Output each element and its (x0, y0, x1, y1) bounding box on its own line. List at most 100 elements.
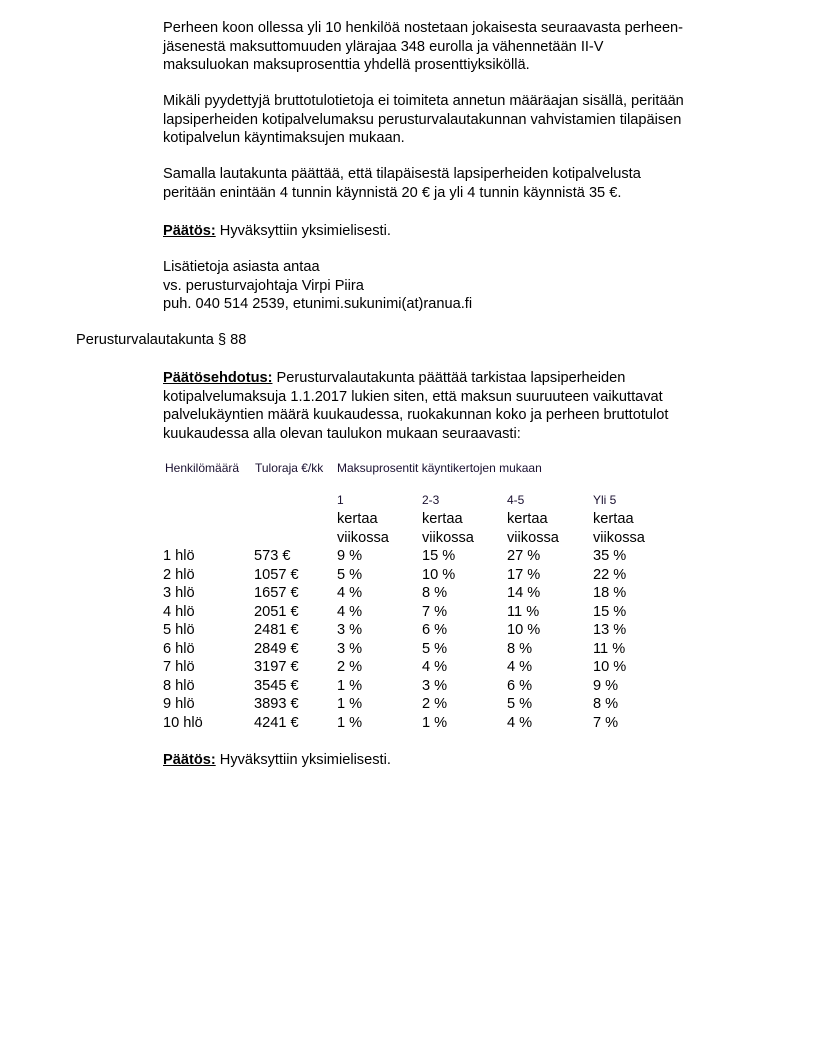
table-cell: 6 % (422, 622, 448, 638)
table-cell: 3 % (337, 640, 363, 657)
text-line: Samalla lautakunta päättää, että tilapäi… (163, 166, 641, 182)
proposal-label: Päätösehdotus: (163, 370, 273, 386)
table-cell: 1057 € (254, 566, 299, 583)
table-cell: 2051 € (254, 603, 299, 620)
text-line: kotipalvelun käyntimaksujen mukaan. (163, 130, 405, 146)
table-cell: 17 % (507, 566, 541, 583)
decision-text: Hyväksyttiin yksimielisesti. (215, 223, 391, 239)
table-cell: 4 % (507, 659, 533, 675)
text-line: palvelukäyntien määrä kuukaudessa, ruoka… (163, 407, 669, 423)
paragraph-temporary-fees: Samalla lautakunta päättää, että tilapäi… (163, 165, 641, 202)
text-line: puh. 040 514 2539, etunimi.sukunimi(at)r… (163, 296, 473, 312)
table-cell: 11 % (507, 603, 540, 620)
header-percentages: Maksuprosentit käyntikertojen mukaan (337, 461, 542, 475)
table-cell: 3 % (337, 622, 363, 638)
table-cell: 7 % (422, 603, 448, 620)
table-cell: 13 % (593, 622, 627, 638)
text-line: vs. perusturvajohtaja Virpi Piira (163, 277, 364, 294)
decision-1: Päätös: Hyväksyttiin yksimielisesti. (163, 222, 391, 241)
text-line: peritään enintään 4 tunnin käynnistä 20 … (163, 184, 622, 201)
table-cell: 1 hlö (163, 548, 195, 564)
header-persons: Henkilömäärä (165, 461, 240, 475)
table-cell: 15 % (422, 548, 456, 564)
table-cell: 6 % (507, 677, 533, 694)
subheader-count: Yli 5 (593, 493, 617, 507)
subheader-line: viikossa (337, 530, 389, 546)
subheader-line: kertaa (337, 511, 378, 527)
table-cell: 8 % (593, 696, 619, 712)
table-cell: 4 % (337, 603, 363, 620)
table-cell: 7 hlö (163, 659, 195, 675)
table-cell: 8 % (507, 640, 533, 657)
header-income-limit: Tuloraja €/kk (255, 461, 324, 475)
text-line: kuukaudessa alla olevan taulukon mukaan … (163, 425, 521, 442)
table-cell: 22 % (593, 566, 627, 583)
subheader-line: kertaa (507, 511, 548, 527)
text-line: lapsiperheiden kotipalvelumaksu perustur… (163, 111, 682, 128)
table-cell: 4 hlö (163, 603, 195, 620)
text-line: kotipalvelumaksuja 1.1.2017 lukien siten… (163, 388, 663, 405)
table-cell: 10 % (507, 622, 541, 638)
decision-text: Hyväksyttiin yksimielisesti. (215, 752, 391, 768)
table-cell: 8 hlö (163, 677, 195, 694)
table-cell: 35 % (593, 548, 627, 564)
subheader-line: kertaa (593, 511, 634, 527)
table-cell: 5 hlö (163, 622, 195, 638)
table-cell: 1 % (337, 714, 363, 731)
paragraph-large-family: Perheen koon ollessa yli 10 henkilöä nos… (163, 19, 683, 75)
table-cell: 3893 € (254, 696, 299, 712)
table-cell: 9 hlö (163, 696, 195, 712)
table-cell: 2849 € (254, 640, 299, 657)
table-cell: 27 % (507, 548, 541, 564)
table-cell: 10 % (422, 566, 456, 583)
table-cell: 2 hlö (163, 566, 195, 583)
text-line: Lisätietoja asiasta antaa (163, 259, 320, 275)
table-cell: 2 % (422, 696, 448, 712)
table-cell: 573 € (254, 548, 291, 564)
table-cell: 6 hlö (163, 640, 195, 657)
text-line: maksuluokan maksuprosenttia yhdellä pros… (163, 57, 530, 73)
subheader-count: 2-3 (422, 493, 440, 507)
table-cell: 1 % (337, 696, 363, 712)
table-cell: 5 % (422, 640, 448, 657)
text-line: Mikäli pyydettyjä bruttotulotietoja ei t… (163, 93, 684, 109)
contact-info: Lisätietoja asiasta antaa vs. perusturva… (163, 258, 472, 314)
table-cell: 1 % (422, 714, 448, 731)
subheader-count: 1 (337, 493, 344, 507)
table-cell: 10 % (593, 659, 627, 675)
table-cell: 2481 € (254, 622, 299, 638)
table-cell: 18 % (593, 585, 627, 601)
proposal: Päätösehdotus: Perusturvalautakunta päät… (163, 369, 668, 443)
paragraph-missing-income: Mikäli pyydettyjä bruttotulotietoja ei t… (163, 92, 684, 148)
subheader-line: viikossa (422, 530, 474, 546)
subheader-line: viikossa (593, 530, 645, 546)
table-cell: 1657 € (254, 585, 299, 601)
subheader-line: viikossa (507, 530, 559, 546)
table-cell: 14 % (507, 585, 541, 601)
table-cell: 1 % (337, 677, 363, 694)
table-cell: 3545 € (254, 677, 299, 694)
subheader-count: 4-5 (507, 493, 525, 507)
table-cell: 15 % (593, 603, 627, 620)
text-line: Perheen koon ollessa yli 10 henkilöä nos… (163, 20, 684, 36)
decision-label: Päätös: (163, 752, 216, 768)
subheader-line: kertaa (422, 511, 463, 527)
table-cell: 4 % (507, 714, 533, 731)
table-cell: 8 % (422, 585, 448, 601)
table-cell: 7 % (593, 714, 619, 731)
table-cell: 3197 € (254, 659, 299, 675)
table-cell: 9 % (593, 677, 619, 694)
table-cell: 10 hlö (163, 714, 203, 731)
table-cell: 5 % (337, 566, 363, 583)
table-cell: 4 % (337, 585, 363, 601)
decision-2: Päätös: Hyväksyttiin yksimielisesti. (163, 751, 391, 770)
table-cell: 3 hlö (163, 585, 195, 601)
table-cell: 5 % (507, 696, 533, 712)
table-cell: 2 % (337, 659, 363, 675)
table-cell: 4241 € (254, 714, 299, 731)
table-cell: 9 % (337, 548, 363, 564)
table-cell: 4 % (422, 659, 448, 675)
text-line: Perusturvalautakunta päättää tarkistaa l… (272, 370, 626, 386)
table-cell: 3 % (422, 677, 448, 694)
table-cell: 11 % (593, 640, 626, 657)
